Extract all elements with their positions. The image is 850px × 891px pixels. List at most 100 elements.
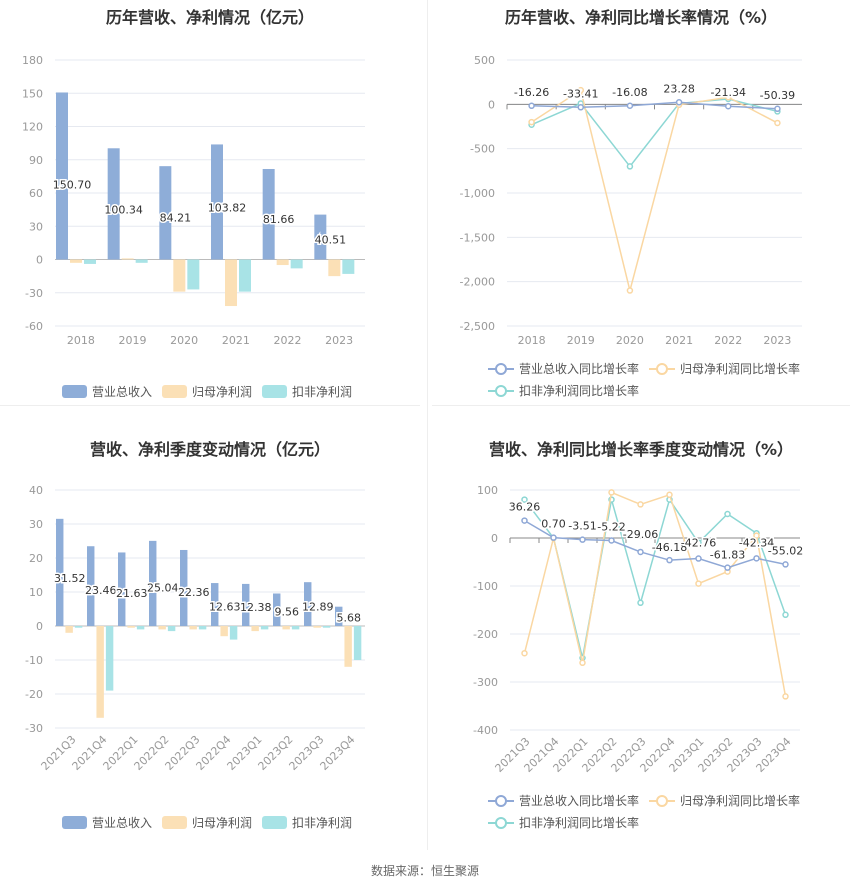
- y-tick-label: 0: [488, 98, 495, 111]
- data-label: 21.63: [116, 587, 148, 600]
- bar: [314, 214, 327, 260]
- bar: [328, 259, 341, 277]
- line-point: [577, 86, 584, 94]
- series-line: [531, 101, 778, 110]
- bar: [180, 549, 188, 626]
- bar: [149, 540, 157, 626]
- legend-swatch: [162, 815, 188, 829]
- data-label: 84.21: [160, 212, 192, 225]
- bar: [220, 626, 228, 637]
- bar: [105, 626, 114, 691]
- legend-label: 归母净利润: [192, 815, 253, 830]
- data-label: 5.68: [336, 611, 361, 624]
- bar: [313, 626, 321, 628]
- data-label: 23.46: [85, 584, 117, 597]
- data-label: -61.83: [710, 549, 745, 562]
- x-tick-label: 2020: [616, 334, 644, 347]
- y-tick-label: 40: [29, 484, 43, 497]
- y-tick-label: 180: [22, 54, 43, 67]
- legend-item-revenue-growth[interactable]: 营业总收入同比增长率: [488, 357, 639, 379]
- bar: [107, 148, 120, 260]
- line-point: [521, 649, 528, 657]
- legend-item-net-profit[interactable]: 归母净利润: [162, 380, 252, 402]
- annual-growth-chart: 500 0 -500 -1,000 -1,500 -2,000 -2,500 2018 2019…: [460, 54, 802, 347]
- x-tick-label: 2023Q4: [318, 733, 358, 773]
- legend-item-revenue-growth[interactable]: 营业总收入同比增长率: [488, 789, 639, 811]
- y-tick-label: 30: [29, 518, 43, 531]
- y-tick-label: -500: [470, 143, 495, 156]
- bar: [344, 626, 352, 667]
- legend-label: 营业总收入: [92, 815, 153, 830]
- line-point: [782, 693, 789, 700]
- data-label: 0.70: [541, 518, 566, 531]
- legend-swatch: [488, 794, 514, 807]
- series-line: [524, 519, 786, 569]
- chart-legend: 营业总收入 归母净利润 扣非净利润: [62, 380, 362, 402]
- y-tick-label: -400: [473, 724, 498, 737]
- bar: [127, 626, 135, 628]
- line-point: [521, 496, 528, 503]
- data-label: 22.36: [178, 586, 210, 599]
- bar: [260, 626, 269, 630]
- x-tick-label: 2019: [567, 334, 595, 347]
- y-tick-label: 90: [29, 154, 43, 167]
- bar: [159, 166, 172, 260]
- bar: [304, 582, 312, 626]
- line-point: [695, 555, 702, 562]
- legend-swatch: [649, 794, 676, 807]
- line-point: [675, 99, 683, 106]
- y-tick-label: -2,000: [460, 276, 495, 289]
- quarterly-growth-panel: 营收、净利同比增长率季度变动情况（%） 100 0 -100 -200 -300 -400…: [432, 430, 850, 855]
- legend-item-net-profit-growth[interactable]: 归母净利润同比增长率: [649, 357, 800, 379]
- legend-label: 归母净利润: [192, 384, 253, 399]
- legend-swatch: [262, 384, 288, 398]
- legend-item-deducted-profit-growth[interactable]: 扣非净利润同比增长率: [488, 379, 639, 401]
- legend-item-net-profit[interactable]: 归母净利润: [162, 811, 252, 833]
- y-tick-label: -2,500: [460, 320, 495, 333]
- y-tick-label: 20: [29, 552, 43, 565]
- x-tick-label: 2018: [67, 334, 95, 347]
- y-tick-label: 60: [29, 187, 43, 200]
- panel-divider-right: [432, 405, 850, 406]
- legend-item-revenue[interactable]: 营业总收入: [62, 811, 152, 833]
- chart-title: 历年营收、净利同比增长率情况（%）: [504, 8, 778, 27]
- bar: [276, 259, 289, 266]
- line-point: [608, 489, 615, 496]
- line-point: [577, 104, 584, 111]
- line-point: [753, 532, 760, 539]
- line-point: [550, 534, 557, 541]
- legend-item-net-profit-growth[interactable]: 归母净利润同比增长率: [649, 789, 800, 811]
- legend-label: 扣非净利润同比增长率: [519, 383, 640, 398]
- y-tick-label: -1,500: [460, 231, 495, 244]
- quarterly-growth-chart: 1000-100-200-300-4002021Q32021Q42022Q120…: [473, 484, 805, 775]
- line-point: [528, 118, 535, 126]
- legend-item-deducted-profit[interactable]: 扣非净利润: [262, 811, 352, 833]
- bar: [56, 518, 64, 626]
- legend-label: 营业总收入: [92, 384, 153, 399]
- data-label: 103.82: [208, 202, 247, 215]
- line-point: [782, 611, 789, 619]
- bar: [189, 626, 197, 630]
- bar: [342, 259, 355, 274]
- data-label: 36.26: [509, 501, 541, 514]
- legend-item-deducted-profit[interactable]: 扣非净利润: [262, 380, 352, 402]
- line-point: [782, 561, 789, 568]
- legend-label: 营业总收入同比增长率: [519, 361, 640, 376]
- line-point: [626, 163, 634, 170]
- bar: [239, 259, 251, 292]
- y-tick-label: -60: [25, 320, 43, 333]
- line-point: [637, 548, 644, 556]
- legend-item-revenue[interactable]: 营业总收入: [62, 380, 152, 402]
- line-point: [579, 659, 586, 667]
- data-label: 12.63: [209, 601, 241, 614]
- legend-item-deducted-profit-growth[interactable]: 扣非净利润同比增长率: [488, 811, 639, 833]
- bar: [229, 626, 238, 640]
- bar: [353, 626, 362, 660]
- bar: [56, 92, 68, 260]
- annual-revenue-profit-chart: 180 150 120 90 60 30 0 -30 -60 2018 2019 2020 2021 20…: [22, 54, 365, 347]
- bar: [70, 259, 82, 263]
- data-label: -16.26: [514, 86, 549, 99]
- x-tick-label: 2021: [222, 334, 250, 347]
- y-tick-label: -30: [25, 287, 43, 300]
- data-label: 25.04: [147, 582, 179, 595]
